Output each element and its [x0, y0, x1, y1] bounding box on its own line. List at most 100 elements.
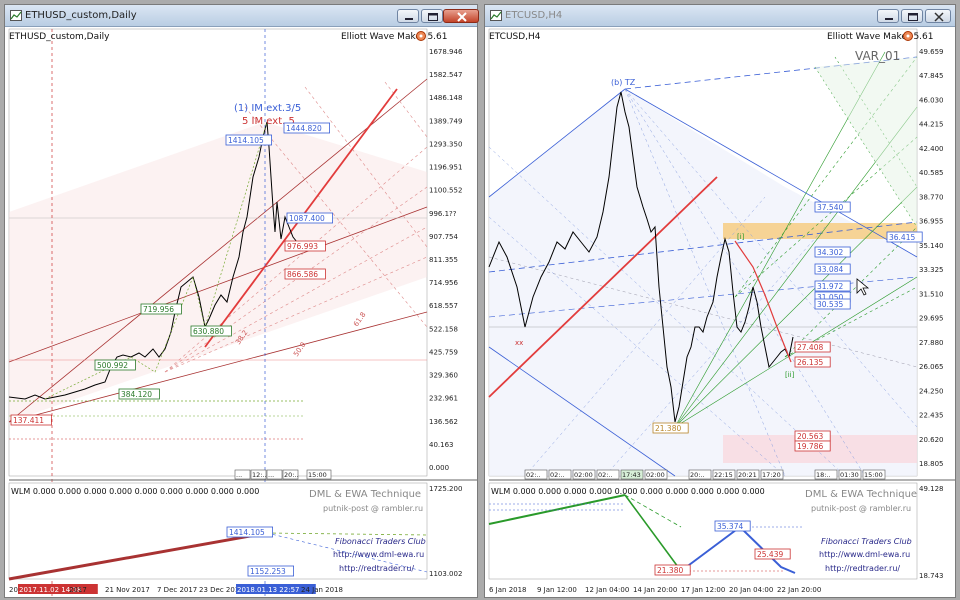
minimize-button[interactable]	[877, 9, 899, 23]
svg-text:1444.820: 1444.820	[286, 124, 322, 133]
time-axis-label: 17 Jan 12:00	[681, 586, 725, 594]
price-axis-label: 49.659	[919, 48, 944, 56]
time-marker-box: 20:..	[282, 469, 299, 480]
svg-text:630.880: 630.880	[193, 327, 224, 336]
sub-trend-line	[8, 531, 268, 581]
svg-text:500.992: 500.992	[97, 361, 128, 370]
left-chart-area[interactable]: (1) IM ext.3/5 5 IM ext. 5 ETHUSD_custom…	[5, 27, 477, 600]
right-chart-area[interactable]: ETCUSD,H4 Elliott Wave Maker 5.61 VAR_01…	[485, 27, 955, 600]
price-tag: 976.993	[284, 240, 326, 252]
time-axis-label: 2017	[69, 586, 87, 594]
watermark-email: putnik-post @ rambler.ru	[811, 504, 911, 513]
price-axis-label: 1389.749	[429, 117, 462, 125]
time-marker-box: 17:43	[620, 469, 644, 480]
price-axis-label: 811.355	[429, 256, 458, 264]
maximize-button[interactable]	[421, 9, 443, 23]
price-tag: 500.992	[94, 359, 136, 371]
price-tag: 21.380	[652, 422, 689, 434]
close-button[interactable]	[925, 9, 951, 23]
price-axis-label: 0.000	[429, 464, 449, 472]
price-tag: 30.535	[814, 298, 851, 310]
price-series	[8, 121, 298, 400]
top-wave-label: (b) TZ	[611, 78, 636, 87]
price-axis-label: 22.435	[919, 412, 944, 420]
channel-upper-line	[8, 78, 428, 423]
minimize-button[interactable]	[397, 9, 419, 23]
price-tag: 1414.105	[225, 134, 272, 146]
sub-price-tag: 25.439	[754, 548, 791, 560]
right-chart-window[interactable]: ETCUSD,H4	[484, 4, 956, 598]
svg-text:137.411: 137.411	[13, 416, 44, 425]
price-axis-label: 46.030	[919, 96, 944, 104]
maximize-button[interactable]	[901, 9, 923, 23]
svg-text:34.302: 34.302	[817, 248, 843, 257]
refresh-icon[interactable]	[903, 31, 913, 41]
time-axis-label: 24 Jan 2018	[301, 586, 343, 594]
svg-text:21 Nov 2017: 21 Nov 2017	[105, 586, 150, 594]
price-axis-label: 136.562	[429, 418, 458, 426]
price-tag: 20.563	[794, 430, 831, 442]
time-axis-label: 7 Dec 2017	[157, 586, 197, 594]
watermark-title: DML & EWA Technique	[805, 489, 917, 500]
price-tag: 384.120	[118, 388, 160, 400]
svg-text:31.972: 31.972	[817, 282, 843, 291]
price-axis-label: 31.510	[919, 290, 944, 298]
left-chart-window[interactable]: ETHUSD_custom,Daily	[4, 4, 479, 600]
site-link-1[interactable]: http://www.dml-ewa.ru	[819, 550, 910, 559]
price-axis-label: 1293.350	[429, 140, 462, 148]
price-axis-label: 232.961	[429, 395, 458, 403]
price-axis-label: 47.845	[919, 72, 944, 80]
site-link-1[interactable]: http://www.dml-ewa.ru	[333, 550, 424, 559]
svg-text:24 Jan 2018: 24 Jan 2018	[301, 586, 343, 594]
wave-annotation-2: 5 IM ext. 5	[242, 116, 295, 127]
sub-price-tag: 1414.105	[226, 526, 273, 538]
wave-label: [i]	[737, 233, 745, 241]
price-axis-label: 1103.002	[429, 570, 462, 578]
price-tag: 1087.400	[286, 212, 333, 224]
price-series	[488, 91, 794, 423]
channel-mid-line	[8, 206, 428, 363]
left-titlebar[interactable]: ETHUSD_custom,Daily	[5, 5, 479, 27]
svg-text:...: ...	[236, 471, 242, 479]
time-marker-box: ...	[266, 469, 283, 480]
time-marker-box: 02:00	[572, 469, 596, 480]
price-axis-label: 40.163	[429, 441, 454, 449]
sub-indicator-label: WLM 0.000 0.000 0.000 0.000 0.000 0.000 …	[491, 487, 765, 496]
price-axis-label: 329.360	[429, 372, 458, 380]
svg-text:1414.105: 1414.105	[229, 528, 265, 537]
refresh-icon[interactable]	[416, 31, 426, 41]
price-axis-label: 1582.547	[429, 71, 462, 79]
price-axis-label: 35.140	[919, 242, 944, 250]
price-axis-label: 36.955	[919, 218, 944, 226]
price-axis-label: 1196.951	[429, 164, 462, 172]
left-window-title: ETHUSD_custom,Daily	[25, 10, 137, 21]
club-text: Fibonacci Traders Club	[821, 537, 912, 546]
site-link-2[interactable]: http://redtrader.ru/	[825, 564, 900, 573]
time-marker-box: 17:20	[760, 469, 784, 480]
right-titlebar[interactable]: ETCUSD,H4	[485, 5, 955, 27]
svg-text:02:..: 02:..	[526, 471, 541, 479]
price-axis-label: 27.880	[919, 339, 944, 347]
price-axis-label: 18.743	[919, 572, 944, 580]
svg-text:1414.105: 1414.105	[228, 136, 264, 145]
svg-text:2018.01.13 22:57: 2018.01.13 22:57	[237, 586, 299, 594]
svg-text:976.993: 976.993	[287, 242, 318, 251]
svg-text:...: ...	[268, 471, 274, 479]
sub-blue-line	[680, 525, 796, 574]
sub-green-line	[488, 494, 626, 525]
svg-text:12:..: 12:..	[252, 471, 267, 479]
left-chart-label: ETHUSD_custom,Daily	[9, 32, 110, 42]
svg-text:7 Dec 2017: 7 Dec 2017	[157, 586, 197, 594]
svg-text:26.135: 26.135	[797, 358, 823, 367]
site-link-2[interactable]: http://redtrader.ru/	[339, 564, 414, 573]
price-axis-label: 24.250	[919, 387, 944, 395]
price-tag: 719.956	[140, 303, 182, 315]
watermark-email: putnik-post @ rambler.ru	[323, 504, 423, 513]
price-tag: 37.540	[814, 201, 851, 213]
wave-label: xx	[515, 339, 523, 347]
svg-text:719.956: 719.956	[143, 305, 174, 314]
svg-text:20: 20	[9, 586, 18, 594]
price-axis-label: 26.065	[919, 363, 944, 371]
price-axis-label: 425.759	[429, 348, 458, 356]
close-button[interactable]	[443, 9, 479, 23]
